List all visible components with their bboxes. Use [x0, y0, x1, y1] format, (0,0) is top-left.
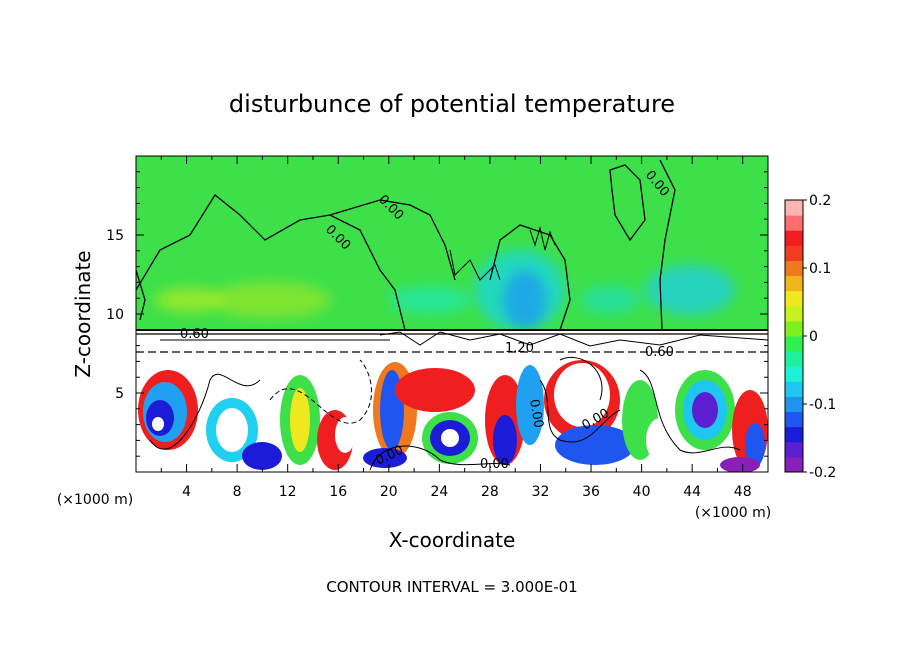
- upper-patch: [645, 265, 735, 315]
- upper-patch: [503, 270, 547, 330]
- colorbar-swatch: [785, 441, 803, 458]
- x-tick-label: 28: [481, 484, 499, 500]
- colorbar-swatch: [785, 381, 803, 397]
- contour-line: [369, 445, 511, 471]
- eddy: [290, 388, 310, 452]
- turbulent-eddies: [138, 360, 768, 472]
- colorbar-swatch: [785, 411, 803, 428]
- contour-line: [639, 369, 741, 454]
- eddy: [493, 415, 517, 465]
- y-tick-label: 10: [106, 307, 124, 323]
- x-tick-label: 8: [233, 484, 242, 500]
- colorbar-swatch: [785, 351, 803, 367]
- x-tick-label: 36: [582, 484, 600, 500]
- contour-line: [136, 269, 146, 321]
- eddy: [242, 442, 282, 470]
- contour-label: 0.60: [180, 327, 209, 342]
- colorbar-swatch: [785, 245, 803, 261]
- colorbar-swatch: [785, 260, 803, 277]
- contour-line: [149, 373, 261, 450]
- upper-patch: [390, 286, 470, 314]
- x-tick-label: 44: [683, 484, 701, 500]
- y-axis: 5 10 15: [106, 171, 768, 457]
- colorbar-swatch: [785, 215, 803, 231]
- eddy: [216, 408, 248, 452]
- x-axis-title: X-coordinate: [389, 528, 516, 552]
- colorbar-tick-label: 0.1: [809, 261, 831, 277]
- x-tick-label: 48: [734, 484, 752, 500]
- upper-patch: [155, 288, 225, 312]
- x-unit-label-right: (×1000 m): [695, 505, 771, 521]
- colorbar-swatch: [785, 320, 803, 337]
- colorbar-swatch: [785, 336, 803, 352]
- colorbar-swatch: [785, 305, 803, 322]
- upper-patch: [580, 286, 640, 314]
- colorbar-tick-label: -0.2: [809, 465, 836, 481]
- contour-line: [609, 164, 646, 242]
- eddy: [335, 417, 355, 453]
- contour-interval-note: CONTOUR INTERVAL = 3.000E-01: [326, 578, 577, 596]
- eddy: [646, 418, 674, 462]
- y-tick-label: 5: [115, 386, 124, 402]
- colorbar-swatch: [785, 290, 803, 307]
- contour-line: [659, 159, 676, 331]
- colorbar-tick-label: 0.2: [809, 193, 831, 209]
- colorbar-swatch: [785, 396, 803, 413]
- eddy: [516, 365, 544, 445]
- x-tick-label: 4: [182, 484, 191, 500]
- eddy: [692, 392, 718, 428]
- eddy: [720, 457, 760, 472]
- contour-line: [329, 199, 456, 281]
- colorbar-swatch: [785, 275, 803, 292]
- colorbar-swatch: [785, 366, 803, 382]
- y-axis-title: Z-coordinate: [71, 250, 95, 377]
- colorbar-swatch: [785, 456, 803, 473]
- eddy: [395, 368, 475, 412]
- contour-line: [379, 331, 768, 347]
- colorbar-swatch: [785, 230, 803, 246]
- colorbar: 0.2 0.1 0 -0.1 -0.2: [784, 193, 836, 481]
- colorbar-swatch: [785, 200, 803, 216]
- x-unit-label-left: (×1000 m): [57, 492, 133, 508]
- eddy: [363, 448, 407, 468]
- x-tick-label: 32: [532, 484, 550, 500]
- contour-label: 0.00: [480, 457, 509, 472]
- x-tick-label: 40: [633, 484, 651, 500]
- y-tick-label: 15: [106, 228, 124, 244]
- x-axis: 4 8 12 16 20 24 28 32 36 40 44 48: [135, 156, 769, 500]
- contour-line: [449, 249, 501, 281]
- colorbar-tick-label: -0.1: [809, 397, 836, 413]
- eddy: [554, 363, 610, 427]
- eddy: [441, 429, 459, 447]
- contour-label: 1.20: [505, 341, 534, 356]
- x-tick-label: 16: [329, 484, 347, 500]
- contour-line: [136, 194, 406, 331]
- x-tick-label: 20: [380, 484, 398, 500]
- contour-line: [559, 356, 603, 401]
- contour-label: 0.00: [526, 398, 546, 429]
- chart-title: disturbunce of potential temperature: [229, 90, 675, 118]
- plot-area: 0.00 0.00 0.00 0.60 0.60 1.20 0.00 0.00 …: [136, 156, 768, 472]
- contour-line: [529, 226, 556, 251]
- colorbar-swatch: [785, 426, 803, 443]
- upper-layer-patches: [155, 250, 735, 330]
- eddy: [152, 417, 164, 431]
- eddy: [555, 425, 635, 465]
- contour-line: [489, 224, 571, 331]
- contour-line: [539, 379, 621, 443]
- upper-patch: [210, 282, 330, 318]
- contour-label: 0.60: [645, 345, 674, 360]
- contour-line: [269, 359, 373, 424]
- eddy: [745, 423, 765, 467]
- colorbar-tick-label: 0: [809, 329, 818, 345]
- x-tick-label: 12: [279, 484, 297, 500]
- x-tick-label: 24: [430, 484, 448, 500]
